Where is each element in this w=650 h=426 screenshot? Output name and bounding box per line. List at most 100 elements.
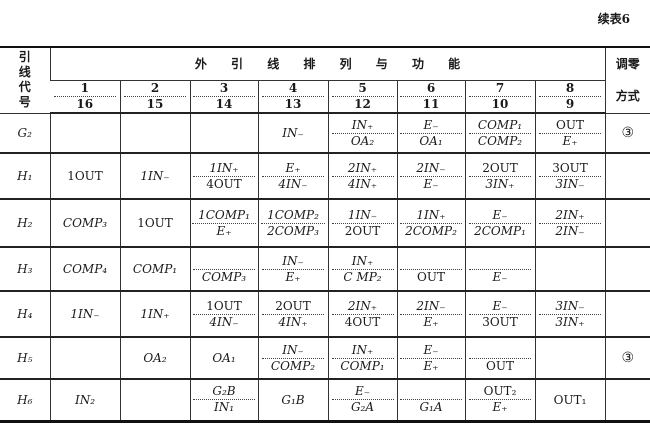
pin-number-bottom: 11 [422,96,440,111]
row-code: G₂ [0,113,50,154]
pin-number-bottom: 10 [491,96,509,111]
pin-function: 1IN₋ [140,169,170,183]
pin-number-bottom: 15 [146,96,164,111]
zero-method [604,153,650,200]
pin-cell: COMP₄ [49,247,120,292]
pin-function: IN₋ [282,126,304,140]
pin-function-bottom: G₁A [419,400,443,415]
row-code: H₄ [0,291,50,338]
pin-cell: IN₋ [257,113,328,154]
pin-number-bottom: 12 [354,96,371,111]
pin-function: G₁B [281,392,305,407]
pin-function-top: 3IN₋ [539,299,601,315]
pin-function-top: E₋ [400,343,462,359]
pin-cell: E₋ G₂A [327,379,397,423]
pin-cell: COMP₁ COMP₂ [464,113,535,154]
pin-cell [49,113,120,154]
pin-cell: 2IN₊ 4OUT [327,291,397,338]
pin-function: 1IN₋ [70,307,100,321]
pin-function-bottom: E₊ [285,269,301,284]
pin-function-top: OUT₂ [469,384,531,401]
pin-function-top: G₂B [193,384,255,401]
pin-function-top: E₋ [331,384,394,401]
pin-function: 1IN₊ [140,307,170,321]
pin-function-bottom: 4OUT [344,314,381,329]
pin-cell [119,379,190,423]
pin-function-top: 1IN₋ [331,208,394,224]
pin-cell: OUT₂ E₊ [464,379,535,423]
pin-function-top: 1OUT [193,299,255,315]
pin-header-4: 4 13 [257,80,328,114]
pin-function-bottom: 4IN₋ [209,314,239,329]
pin-cell: E₋ 2COMP₁ [464,199,535,248]
pin-number-top: 4 [262,81,324,97]
pin-function-top: 2IN₊ [331,161,394,177]
pin-function-top [193,254,255,270]
pin-header-5: 5 12 [327,80,397,114]
row-code: H₅ [0,337,50,380]
pin-header-2: 2 15 [119,80,190,114]
pin-function: COMP₁ [132,262,178,276]
pin-cell: 2IN₋ E₋ [396,153,465,200]
pin-header-7: 7 10 [464,80,535,114]
pin-function-bottom: OUT [417,269,445,284]
pin-number-bottom: 16 [76,96,94,111]
pin-function-bottom: COMP₃ [201,269,247,284]
pin-cell: 2OUT 3IN₊ [464,153,535,200]
pin-function-bottom: 3OUT [482,314,518,329]
pin-cell: G₁A [396,379,465,423]
pin-function-bottom: 4IN₋ [278,176,308,191]
pinout-table: 引线代号 外 引 线 排 列 与 功 能 调零方式 1 16 2 15 3 14 4 13 5 1… [0,46,650,423]
pin-cell [534,247,605,292]
pin-cell: 1OUT [119,199,190,248]
pin-header-6: 6 11 [396,80,465,114]
pin-function-bottom: 4OUT [206,176,242,191]
pin-cell: IN₋ COMP₂ [257,337,328,380]
row-code: H₂ [0,199,50,248]
pin-number-bottom: 14 [215,96,233,111]
pin-function-bottom: 3IN₊ [555,314,585,329]
pin-function-top: 2IN₋ [400,299,462,315]
row-code: H₆ [0,379,50,423]
pin-function-bottom: COMP₂ [270,358,316,373]
pin-cell: G₁B [257,379,328,423]
pin-function-top: IN₊ [331,118,394,134]
pin-function: OA₁ [212,351,236,365]
zero-method [604,199,650,248]
pin-cell [119,113,190,154]
pin-function-bottom: OUT [486,358,514,373]
table-caption: 续表6 [597,12,630,26]
pin-number-bottom: 13 [284,96,302,111]
pin-function-top: E₊ [262,161,324,177]
row-code: H₁ [0,153,50,200]
pin-cell: E₊ 4IN₋ [257,153,328,200]
pin-function-bottom: COMP₂ [477,133,523,148]
zero-method [604,291,650,338]
row-label-text: 引线代号 [18,50,31,110]
pin-cell: 3IN₋ 3IN₊ [534,291,605,338]
table-row: H₁ 1OUT 1IN₋ 1IN₊ 4OUT E₊ 4IN₋ 2IN₊ 4IN₊ 2IN₋ E₋ 2O… [0,153,650,200]
pin-cell: 1IN₊ 2COMP₂ [396,199,465,248]
pin-function-top [400,384,462,401]
pin-cell: IN₊ COMP₁ [327,337,397,380]
pin-function-top: 2OUT [469,161,531,177]
pin-number-top: 7 [469,81,531,97]
pin-function-top: 3OUT [539,161,601,177]
pin-number-top: 1 [53,81,116,97]
pin-cell: IN₊ OA₂ [327,113,397,154]
pin-cell: 3OUT 3IN₋ [534,153,605,200]
pin-function-top: 1COMP₂ [261,208,325,224]
pin-cell: 1OUT 4IN₋ [189,291,258,338]
pin-cell: 1IN₋ [119,153,190,200]
row-label-header: 引线代号 [0,46,50,114]
pin-function-top: E₋ [469,299,531,315]
pin-function: 1OUT [67,169,103,183]
pin-function: OA₂ [143,351,167,365]
pin-cell: 2OUT 4IN₊ [257,291,328,338]
pin-cell: COMP₁ [119,247,190,292]
pin-cell: IN₋ E₊ [257,247,328,292]
zero-method-header: 调零方式 [604,46,650,114]
pin-cell [534,337,605,380]
pin-function-bottom: 2OUT [344,223,381,238]
pin-function-bottom: 3IN₋ [555,176,585,191]
